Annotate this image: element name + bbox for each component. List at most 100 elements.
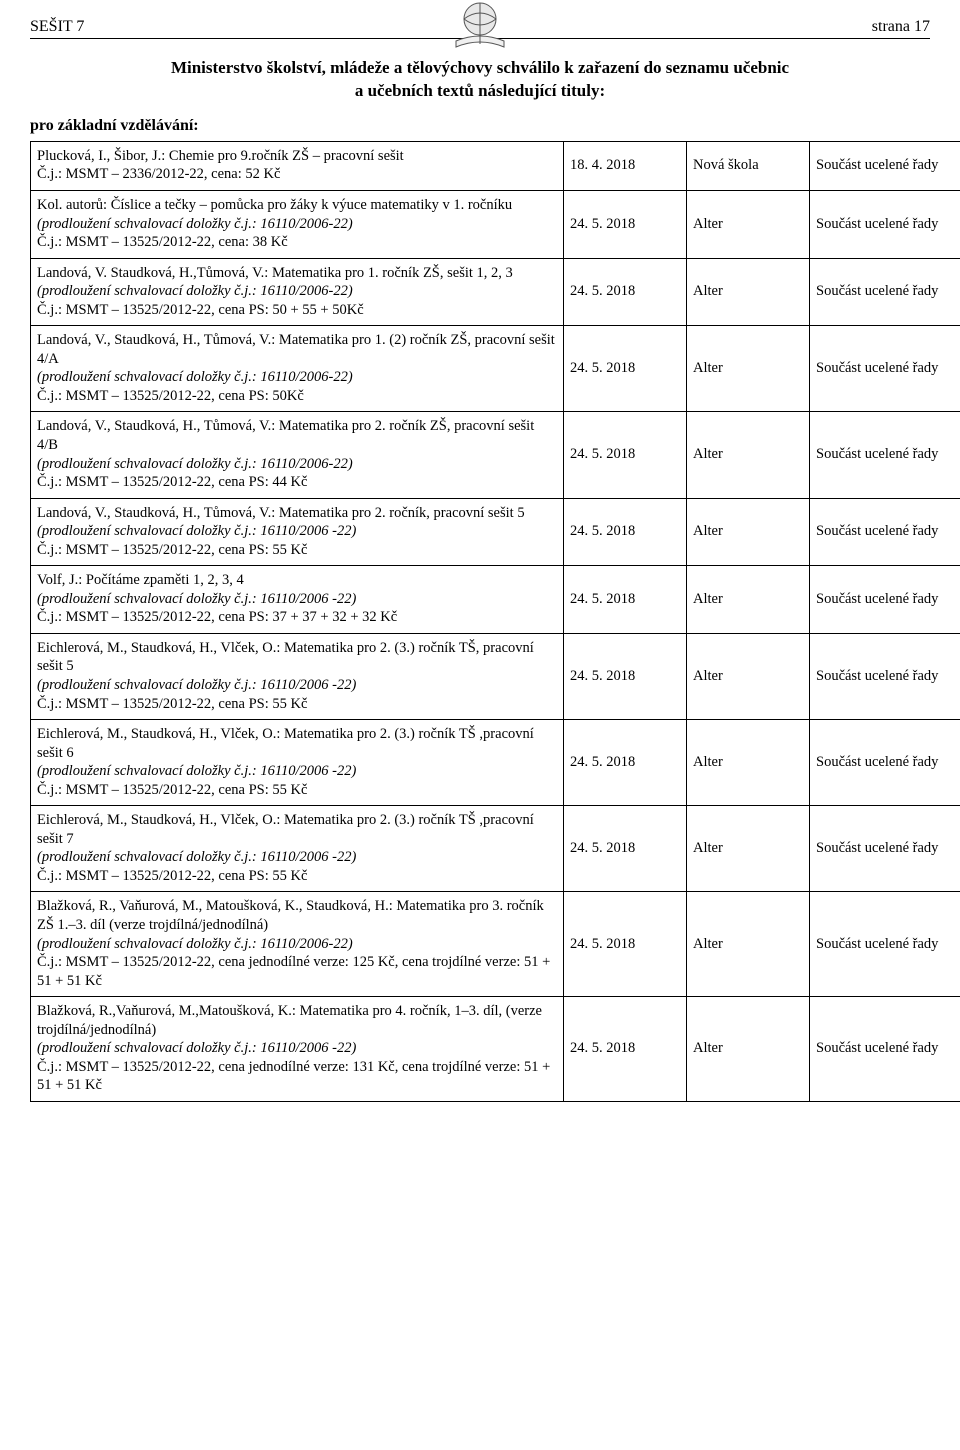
cell-publisher: Nová škola — [687, 141, 810, 190]
desc-line: Kol. autorů: Číslice a tečky – pomůcka p… — [37, 196, 557, 215]
cell-description: Landová, V., Staudková, H., Tůmová, V.: … — [31, 412, 564, 498]
cell-note: Součást ucelené řady — [810, 997, 960, 1102]
desc-line: Blažková, R., Vaňurová, M., Matoušková, … — [37, 897, 557, 934]
cell-description: Blažková, R., Vaňurová, M., Matoušková, … — [31, 892, 564, 997]
desc-line: Landová, V. Staudková, H.,Tůmová, V.: Ma… — [37, 264, 557, 283]
desc-line: (prodloužení schvalovací doložky č.j.: 1… — [37, 282, 557, 301]
desc-line: Eichlerová, M., Staudková, H., Vlček, O.… — [37, 639, 557, 676]
desc-line: (prodloužení schvalovací doložky č.j.: 1… — [37, 590, 557, 609]
title-line-1: Ministerstvo školství, mládeže a tělovýc… — [171, 58, 789, 77]
cell-publisher: Alter — [687, 633, 810, 719]
desc-line: Plucková, I., Šibor, J.: Chemie pro 9.ro… — [37, 147, 557, 166]
table-row: Landová, V., Staudková, H., Tůmová, V.: … — [31, 326, 960, 412]
cell-description: Plucková, I., Šibor, J.: Chemie pro 9.ro… — [31, 141, 564, 190]
cell-note: Součást ucelené řady — [810, 258, 960, 326]
table-row: Landová, V., Staudková, H., Tůmová, V.: … — [31, 498, 960, 566]
desc-line: Č.j.: MSMT – 13525/2012-22, cena PS: 50K… — [37, 387, 557, 406]
cell-note: Součást ucelené řady — [810, 566, 960, 634]
header-left: SEŠIT 7 — [30, 18, 84, 36]
desc-line: Eichlerová, M., Staudková, H., Vlček, O.… — [37, 811, 557, 848]
cell-date: 24. 5. 2018 — [564, 720, 687, 806]
cell-date: 24. 5. 2018 — [564, 806, 687, 892]
desc-line: Č.j.: MSMT – 13525/2012-22, cena PS: 50 … — [37, 301, 557, 320]
table-row: Plucková, I., Šibor, J.: Chemie pro 9.ro… — [31, 141, 960, 190]
desc-line: (prodloužení schvalovací doložky č.j.: 1… — [37, 455, 557, 474]
cell-date: 24. 5. 2018 — [564, 412, 687, 498]
cell-publisher: Alter — [687, 190, 810, 258]
table-row: Blažková, R.,Vaňurová, M.,Matoušková, K.… — [31, 997, 960, 1102]
cell-description: Eichlerová, M., Staudková, H., Vlček, O.… — [31, 633, 564, 719]
desc-line: Blažková, R.,Vaňurová, M.,Matoušková, K.… — [37, 1002, 557, 1039]
cell-publisher: Alter — [687, 258, 810, 326]
logo-icon — [445, 0, 515, 50]
table-row: Landová, V., Staudková, H., Tůmová, V.: … — [31, 412, 960, 498]
cell-description: Kol. autorů: Číslice a tečky – pomůcka p… — [31, 190, 564, 258]
cell-note: Součást ucelené řady — [810, 806, 960, 892]
table-row: Eichlerová, M., Staudková, H., Vlček, O.… — [31, 720, 960, 806]
cell-publisher: Alter — [687, 412, 810, 498]
cell-date: 24. 5. 2018 — [564, 997, 687, 1102]
desc-line: (prodloužení schvalovací doložky č.j.: 1… — [37, 522, 557, 541]
cell-note: Součást ucelené řady — [810, 498, 960, 566]
cell-date: 24. 5. 2018 — [564, 498, 687, 566]
desc-line: Č.j.: MSMT – 13525/2012-22, cena jednodí… — [37, 1058, 557, 1095]
cell-description: Blažková, R.,Vaňurová, M.,Matoušková, K.… — [31, 997, 564, 1102]
cell-note: Součást ucelené řady — [810, 892, 960, 997]
cell-description: Eichlerová, M., Staudková, H., Vlček, O.… — [31, 720, 564, 806]
desc-line: (prodloužení schvalovací doložky č.j.: 1… — [37, 935, 557, 954]
cell-description: Landová, V. Staudková, H.,Tůmová, V.: Ma… — [31, 258, 564, 326]
title-line-2: a učebních textů následující tituly: — [355, 81, 605, 100]
cell-date: 24. 5. 2018 — [564, 892, 687, 997]
desc-line: Eichlerová, M., Staudková, H., Vlček, O.… — [37, 725, 557, 762]
desc-line: Č.j.: MSMT – 13525/2012-22, cena PS: 37 … — [37, 608, 557, 627]
cell-date: 24. 5. 2018 — [564, 190, 687, 258]
cell-date: 24. 5. 2018 — [564, 566, 687, 634]
desc-line: Landová, V., Staudková, H., Tůmová, V.: … — [37, 504, 557, 523]
cell-note: Součást ucelené řady — [810, 720, 960, 806]
cell-date: 24. 5. 2018 — [564, 258, 687, 326]
table-row: Volf, J.: Počítáme zpaměti 1, 2, 3, 4(pr… — [31, 566, 960, 634]
table-row: Kol. autorů: Číslice a tečky – pomůcka p… — [31, 190, 960, 258]
desc-line: (prodloužení schvalovací doložky č.j.: 1… — [37, 676, 557, 695]
cell-description: Landová, V., Staudková, H., Tůmová, V.: … — [31, 326, 564, 412]
cell-publisher: Alter — [687, 326, 810, 412]
desc-line: Č.j.: MSMT – 2336/2012-22, cena: 52 Kč — [37, 165, 557, 184]
cell-date: 24. 5. 2018 — [564, 633, 687, 719]
desc-line: Landová, V., Staudková, H., Tůmová, V.: … — [37, 417, 557, 454]
cell-note: Součást ucelené řady — [810, 190, 960, 258]
cell-date: 18. 4. 2018 — [564, 141, 687, 190]
cell-note: Součást ucelené řady — [810, 326, 960, 412]
desc-line: (prodloužení schvalovací doložky č.j.: 1… — [37, 215, 557, 234]
cell-note: Součást ucelené řady — [810, 633, 960, 719]
cell-publisher: Alter — [687, 566, 810, 634]
table-row: Eichlerová, M., Staudková, H., Vlček, O.… — [31, 633, 960, 719]
desc-line: Č.j.: MSMT – 13525/2012-22, cena PS: 55 … — [37, 781, 557, 800]
desc-line: Landová, V., Staudková, H., Tůmová, V.: … — [37, 331, 557, 368]
cell-publisher: Alter — [687, 997, 810, 1102]
header-right: strana 17 — [872, 18, 930, 36]
desc-line: Č.j.: MSMT – 13525/2012-22, cena PS: 55 … — [37, 541, 557, 560]
desc-line: (prodloužení schvalovací doložky č.j.: 1… — [37, 368, 557, 387]
cell-publisher: Alter — [687, 892, 810, 997]
section-heading: pro základní vzdělávání: — [30, 117, 930, 135]
table-row: Blažková, R., Vaňurová, M., Matoušková, … — [31, 892, 960, 997]
desc-line: (prodloužení schvalovací doložky č.j.: 1… — [37, 1039, 557, 1058]
cell-description: Volf, J.: Počítáme zpaměti 1, 2, 3, 4(pr… — [31, 566, 564, 634]
desc-line: Č.j.: MSMT – 13525/2012-22, cena PS: 55 … — [37, 867, 557, 886]
cell-description: Eichlerová, M., Staudková, H., Vlček, O.… — [31, 806, 564, 892]
table-row: Eichlerová, M., Staudková, H., Vlček, O.… — [31, 806, 960, 892]
table-row: Landová, V. Staudková, H.,Tůmová, V.: Ma… — [31, 258, 960, 326]
desc-line: (prodloužení schvalovací doložky č.j.: 1… — [37, 848, 557, 867]
cell-description: Landová, V., Staudková, H., Tůmová, V.: … — [31, 498, 564, 566]
cell-publisher: Alter — [687, 720, 810, 806]
cell-publisher: Alter — [687, 806, 810, 892]
desc-line: Č.j.: MSMT – 13525/2012-22, cena PS: 55 … — [37, 695, 557, 714]
desc-line: Volf, J.: Počítáme zpaměti 1, 2, 3, 4 — [37, 571, 557, 590]
desc-line: Č.j.: MSMT – 13525/2012-22, cena jednodí… — [37, 953, 557, 990]
page: SEŠIT 7 strana 17 Ministerstvo školství,… — [0, 0, 960, 1450]
page-title: Ministerstvo školství, mládeže a tělovýc… — [30, 57, 930, 103]
cell-publisher: Alter — [687, 498, 810, 566]
cell-date: 24. 5. 2018 — [564, 326, 687, 412]
textbook-table: Plucková, I., Šibor, J.: Chemie pro 9.ro… — [30, 141, 960, 1102]
cell-note: Součást ucelené řady — [810, 412, 960, 498]
